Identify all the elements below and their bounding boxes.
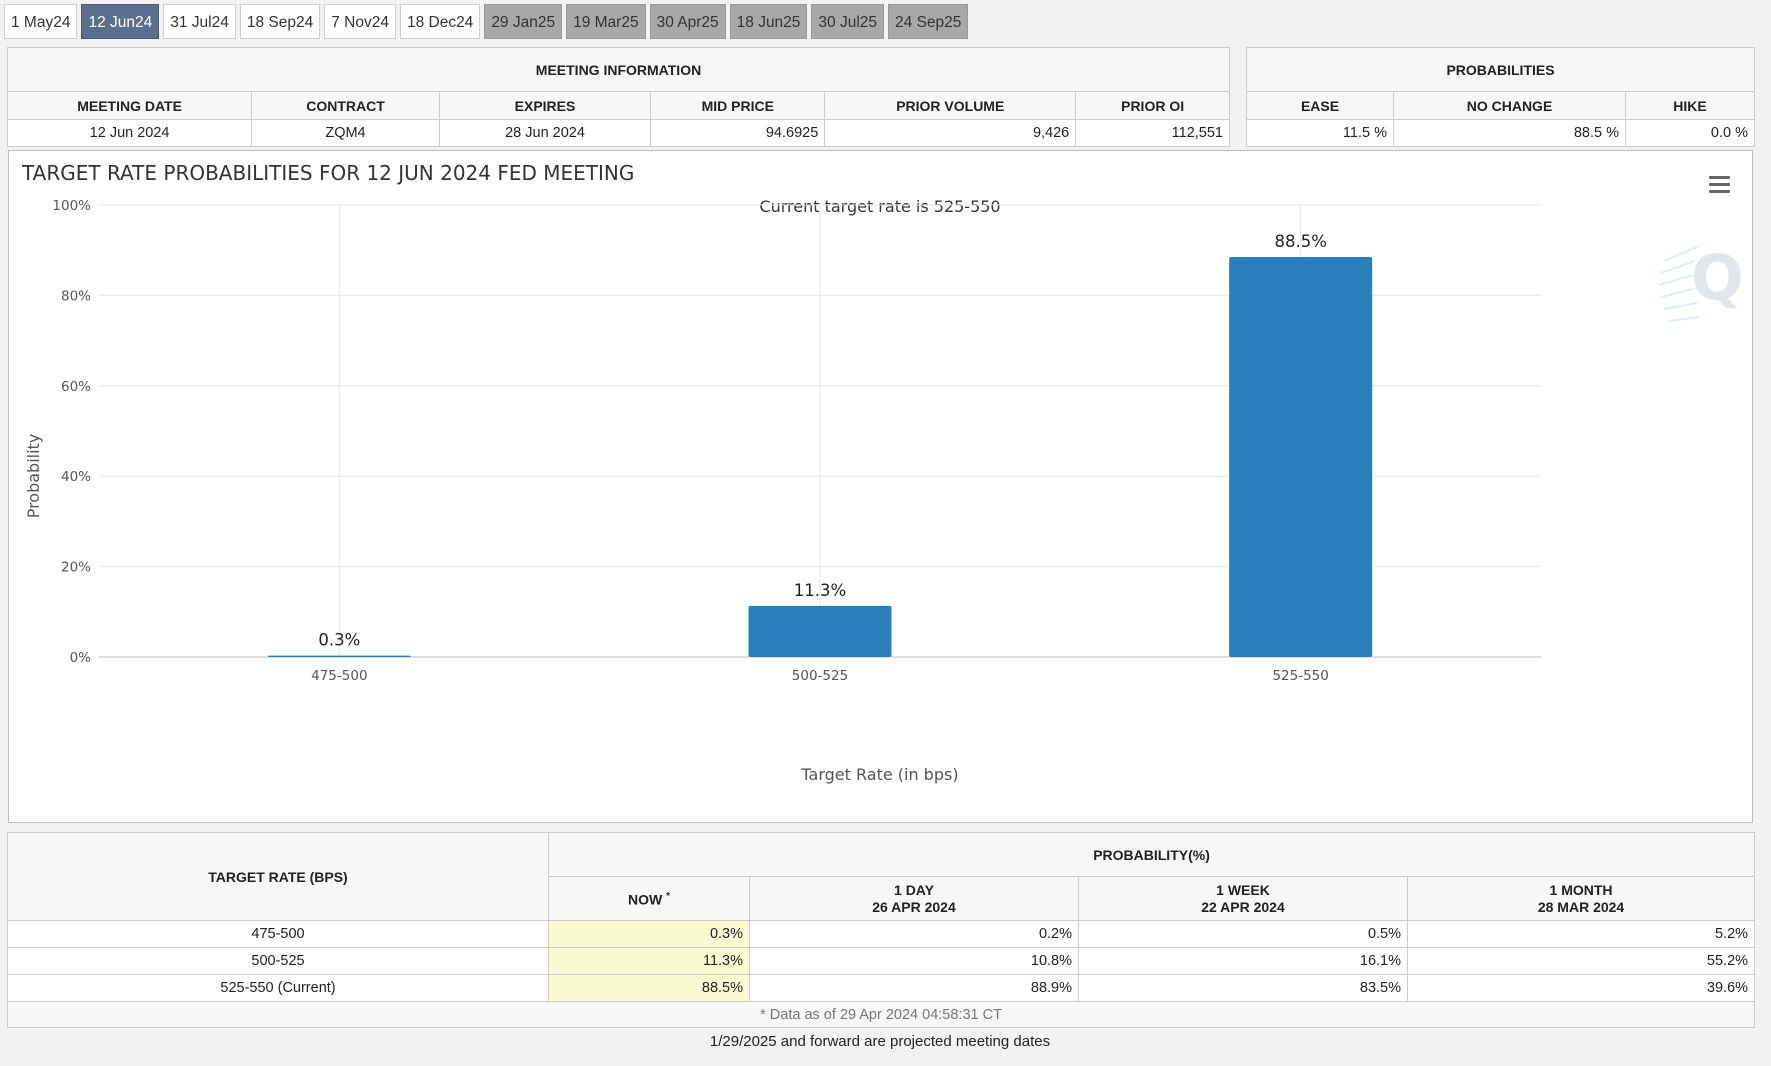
expires-value: 28 Jun 2024 (438, 119, 652, 147)
x-axis-title: Target Rate (in bps) (800, 765, 958, 784)
tab-meeting-31-jul24[interactable]: 31 Jul24 (163, 4, 236, 39)
y-tick-label: 60% (61, 379, 91, 395)
expires-header: EXPIRES (438, 91, 652, 120)
tab-meeting-18-jun25[interactable]: 18 Jun25 (729, 4, 808, 39)
x-tick-label-475-500: 475-500 (311, 668, 367, 684)
now-marker: * (666, 891, 670, 903)
ease-header: EASE (1246, 91, 1394, 120)
y-axis-title: Probability (24, 434, 43, 519)
one-week-value-cell: 0.5% (1078, 920, 1408, 948)
one-day-value-cell: 0.2% (749, 920, 1079, 948)
tab-meeting-12-jun24[interactable]: 12 Jun24 (81, 4, 160, 39)
svg-text:Q: Q (1691, 241, 1744, 314)
prior-volume-header: PRIOR VOLUME (824, 91, 1077, 120)
y-tick-label: 20% (61, 560, 91, 576)
hike-header: HIKE (1625, 91, 1755, 120)
projected-dates-note: 1/29/2025 and forward are projected meet… (709, 1033, 1051, 1050)
one-day-header-date: 26 APR 2024 (872, 898, 956, 915)
ease-value: 11.5 % (1246, 119, 1394, 147)
one-month-value-cell: 39.6% (1406, 974, 1756, 1002)
tab-meeting-24-sep25[interactable]: 24 Sep25 (888, 4, 969, 39)
bar-525-550 (1229, 256, 1373, 657)
tab-meeting-1-may24[interactable]: 1 May24 (4, 4, 78, 39)
tab-meeting-18-sep24[interactable]: 18 Sep24 (239, 4, 321, 39)
one-week-value-cell: 83.5% (1078, 974, 1408, 1002)
rate-cell: 525-550 (Current) (7, 974, 549, 1002)
x-tick-label-500-525: 500-525 (792, 668, 848, 684)
data-label-500-525: 11.3% (794, 581, 846, 600)
one-month-value-cell: 5.2% (1406, 920, 1756, 948)
one-month-column-header: 1 MONTH 28 MAR 2024 (1406, 876, 1756, 921)
tab-meeting-29-jan25[interactable]: 29 Jan25 (484, 4, 563, 39)
one-month-value-cell: 55.2% (1406, 947, 1756, 975)
bar-475-500 (267, 655, 411, 657)
meeting-information-title: MEETING INFORMATION (7, 47, 1230, 92)
rate-cell: 500-525 (7, 947, 549, 975)
tab-meeting-7-nov24[interactable]: 7 Nov24 (324, 4, 396, 39)
data-label-475-500: 0.3% (318, 631, 360, 650)
one-day-column-header: 1 DAY 26 APR 2024 (749, 876, 1079, 921)
tab-meeting-30-apr25[interactable]: 30 Apr25 (649, 4, 726, 39)
rate-cell: 475-500 (7, 920, 549, 948)
now-value-cell: 88.5% (548, 974, 750, 1002)
prior-volume-value: 9,426 (824, 119, 1077, 147)
one-week-column-header: 1 WEEK 22 APR 2024 (1078, 876, 1408, 921)
y-tick-label: 80% (61, 288, 91, 304)
contract-value: ZQM4 (251, 119, 440, 147)
x-tick-label-525-550: 525-550 (1272, 668, 1328, 684)
meeting-information-table: MEETING INFORMATION MEETING DATE CONTRAC… (6, 47, 1230, 147)
hamburger-menu-icon[interactable] (1707, 175, 1731, 197)
tab-meeting-18-dec24[interactable]: 18 Dec24 (399, 4, 481, 39)
meeting-date-header: MEETING DATE (6, 91, 253, 120)
one-day-value-cell: 88.9% (749, 974, 1079, 1002)
probabilities-title: PROBABILITIES (1246, 47, 1755, 92)
one-week-header-label: 1 WEEK (1216, 881, 1270, 898)
target-rate-bar-chart: TARGET RATE PROBABILITIES FOR 12 JUN 202… (21, 161, 1744, 784)
target-rate-header: TARGET RATE (BPS) (7, 832, 549, 921)
table-row: 475-500 0.3% 0.2% 0.5% 5.2% (7, 920, 1756, 948)
y-tick-label: 100% (52, 198, 91, 214)
meeting-date-value: 12 Jun 2024 (6, 119, 253, 147)
one-day-header-label: 1 DAY (894, 881, 934, 898)
one-day-value-cell: 10.8% (749, 947, 1079, 975)
quikstrike-logo-watermark: Q (1658, 241, 1744, 322)
y-tick-label: 40% (61, 469, 91, 485)
one-month-header-label: 1 MONTH (1549, 881, 1613, 898)
prior-oi-header: PRIOR OI (1075, 91, 1230, 120)
one-week-header-date: 22 APR 2024 (1201, 898, 1285, 915)
chart-subtitle: Current target rate is 525-550 (759, 197, 1000, 216)
bar-500-525 (748, 605, 892, 657)
table-row: 525-550 (Current) 88.5% 88.9% 83.5% 39.6… (7, 974, 1756, 1002)
target-rate-chart-panel: TARGET RATE PROBABILITIES FOR 12 JUN 202… (8, 150, 1753, 823)
contract-header: CONTRACT (251, 91, 440, 120)
probability-group-header: PROBABILITY(%) (547, 832, 1756, 877)
now-header-label: NOW (627, 891, 663, 908)
one-week-value-cell: 16.1% (1078, 947, 1408, 975)
probability-history-table: TARGET RATE (BPS) PROBABILITY(%) NOW * 1… (6, 832, 1756, 1028)
prior-oi-value: 112,551 (1075, 119, 1230, 147)
no-change-value: 88.5 % (1393, 119, 1626, 147)
data-timestamp-footnote: * Data as of 29 Apr 2024 04:58:31 CT (6, 1001, 1756, 1028)
mid-price-header: MID PRICE (650, 91, 826, 120)
probabilities-table: PROBABILITIES EASE NO CHANGE HIKE 11.5 %… (1246, 47, 1755, 147)
y-tick-label: 0% (70, 650, 92, 666)
now-column-header: NOW * (548, 876, 750, 921)
now-value-cell: 11.3% (548, 947, 750, 975)
tab-meeting-30-jul25[interactable]: 30 Jul25 (811, 4, 885, 39)
hike-value: 0.0 % (1625, 119, 1755, 147)
mid-price-value: 94.6925 (650, 119, 826, 147)
table-row: 500-525 11.3% 10.8% 16.1% 55.2% (7, 947, 1756, 975)
no-change-header: NO CHANGE (1393, 91, 1626, 120)
now-value-cell: 0.3% (548, 920, 750, 948)
tab-meeting-19-mar25[interactable]: 19 Mar25 (566, 4, 646, 39)
data-label-525-550: 88.5% (1274, 232, 1326, 251)
meeting-date-tabs: 1 May24 12 Jun24 31 Jul24 18 Sep24 7 Nov24 18… (4, 4, 969, 40)
chart-title: TARGET RATE PROBABILITIES FOR 12 JUN 202… (21, 161, 634, 185)
one-month-header-date: 28 MAR 2024 (1537, 898, 1625, 915)
